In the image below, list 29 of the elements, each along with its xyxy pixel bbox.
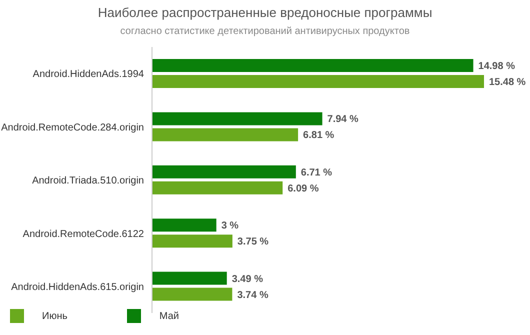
bar — [152, 288, 232, 301]
bar — [152, 128, 298, 142]
data-label: 6.71 % — [300, 167, 332, 178]
bar — [152, 218, 216, 232]
data-label: 15.48 % — [489, 77, 526, 88]
data-label: 3.74 % — [237, 290, 268, 301]
bar — [152, 59, 474, 72]
data-label: 6.81 % — [303, 130, 334, 142]
bar — [152, 112, 322, 126]
legend-label: Июнь — [42, 310, 68, 322]
y-tick-label: Android.RemoteCode.284.origin — [1, 122, 144, 134]
chart-title: Наиболее распространенные вредоносные программы — [96, 4, 434, 20]
y-tick-label: Android.Triada.510.origin — [32, 176, 144, 187]
legend-label: Май — [159, 310, 180, 322]
chart-subtitle: согласно статистике детектирований антивирусных продуктов — [119, 26, 411, 37]
y-tick-label: Android.RemoteCode.6122 — [22, 228, 144, 240]
bar — [152, 181, 283, 194]
data-label: 6.09 % — [288, 183, 319, 194]
y-tick-label: Android.HiddenAds.615.origin — [11, 282, 144, 293]
y-tick-label: Android.HiddenAds.1994 — [32, 69, 144, 80]
bar — [152, 75, 484, 88]
bar — [152, 165, 296, 178]
bar — [152, 234, 232, 248]
data-label: 3 % — [221, 220, 239, 232]
bar — [152, 272, 227, 285]
data-label: 14.98 % — [478, 61, 516, 72]
data-label: 3.75 % — [237, 236, 269, 248]
data-label: 3.49 % — [232, 274, 264, 285]
data-label: 7.94 % — [327, 114, 359, 126]
